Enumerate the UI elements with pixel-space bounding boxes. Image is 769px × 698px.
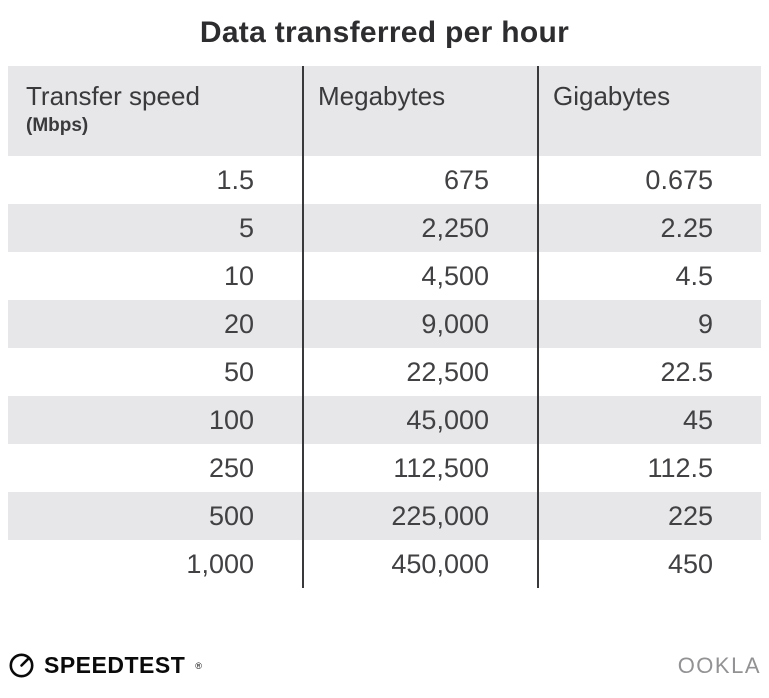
cell-megabytes: 2,250 [302, 204, 538, 252]
cell-megabytes: 4,500 [302, 252, 538, 300]
cell-gigabytes: 225 [537, 492, 761, 540]
cell-transfer-speed: 100 [208, 404, 254, 435]
cell-transfer-speed: 20 [223, 308, 254, 339]
table-row: 250 112,500 112.5 [8, 444, 761, 492]
cell-gigabytes: 9 [537, 300, 761, 348]
cell-gigabytes: 4.5 [537, 252, 761, 300]
registered-trademark: ® [195, 660, 203, 671]
cell-transfer-speed: 10 [223, 260, 254, 291]
speedtest-wordmark: SPEEDTEST [44, 652, 186, 678]
table-row: 1,000 450,000 450 [8, 540, 761, 588]
speedometer-icon [8, 652, 35, 679]
speedtest-logo: SPEEDTEST ® [8, 652, 202, 679]
cell-transfer-speed: 5 [238, 212, 254, 243]
table-row: 500 225,000 225 [8, 492, 761, 540]
cell-transfer-speed: 1.5 [216, 164, 254, 195]
table-row: 20 9,000 9 [8, 300, 761, 348]
cell-transfer-speed: 500 [208, 500, 254, 531]
data-table: Transfer speed (Mbps) Megabytes Gigabyte… [8, 66, 761, 588]
cell-megabytes: 112,500 [302, 444, 538, 492]
cell-megabytes: 225,000 [302, 492, 538, 540]
cell-megabytes: 22,500 [302, 348, 538, 396]
column-header-gigabytes: Gigabytes [537, 66, 761, 156]
cell-transfer-speed: 1,000 [186, 548, 254, 579]
footer: SPEEDTEST ® OOKLA [8, 652, 761, 679]
cell-megabytes: 45,000 [302, 396, 538, 444]
cell-gigabytes: 45 [537, 396, 761, 444]
table-row: 1.5 675 0.675 [8, 156, 761, 204]
cell-megabytes: 675 [302, 156, 538, 204]
cell-gigabytes: 0.675 [537, 156, 761, 204]
cell-gigabytes: 2.25 [537, 204, 761, 252]
table-row: 10 4,500 4.5 [8, 252, 761, 300]
table-row: 5 2,250 2.25 [8, 204, 761, 252]
cell-transfer-speed: 50 [223, 356, 254, 387]
cell-transfer-speed: 250 [208, 452, 254, 483]
column-header-megabytes: Megabytes [302, 66, 538, 156]
cell-gigabytes: 22.5 [537, 348, 761, 396]
table-row: 50 22,500 22.5 [8, 348, 761, 396]
cell-megabytes: 9,000 [302, 300, 538, 348]
table-row: 100 45,000 45 [8, 396, 761, 444]
column-header-label: Transfer speed [26, 81, 200, 111]
cell-gigabytes: 450 [537, 540, 761, 588]
table-header-row: Transfer speed (Mbps) Megabytes Gigabyte… [8, 66, 761, 156]
column-header-label: Megabytes [318, 81, 446, 111]
column-header-label: Gigabytes [553, 81, 671, 111]
ookla-logo: OOKLA [677, 652, 761, 678]
cell-gigabytes: 112.5 [537, 444, 761, 492]
column-header-sublabel: (Mbps) [26, 115, 89, 136]
page-title: Data transferred per hour [199, 16, 570, 49]
column-header-transfer-speed: Transfer speed (Mbps) [8, 66, 303, 156]
cell-megabytes: 450,000 [302, 540, 538, 588]
